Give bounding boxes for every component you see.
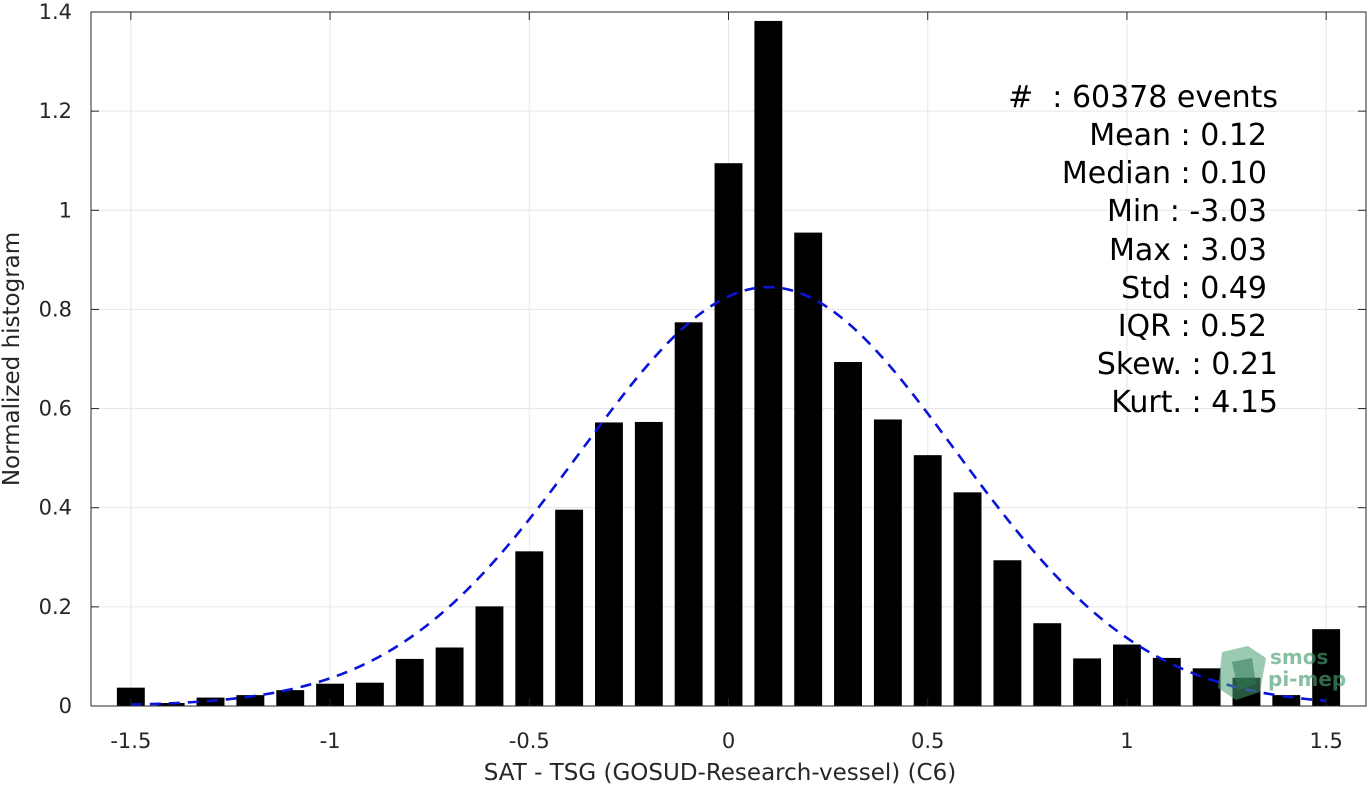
histogram-bar (1073, 658, 1102, 706)
x-axis-title: SAT - TSG (GOSUD-Research-vessel) (C6) (484, 760, 956, 785)
y-axis-ticks: 0 0.2 0.4 0.6 0.8 1 1.2 1.4 (39, 0, 1366, 718)
histogram-bar (1312, 629, 1341, 706)
y-tick-label: 0.6 (39, 397, 72, 421)
histogram-bar (674, 322, 703, 706)
smos-pimep-logo: smos pi-mep (1218, 645, 1346, 700)
x-tick-label: 1 (1120, 729, 1133, 753)
histogram-bar (714, 163, 743, 706)
stats-median: Median : 0.10 (1062, 156, 1267, 191)
stats-iqr: IQR : 0.52 (1118, 309, 1267, 344)
y-tick-label: 0 (59, 694, 72, 718)
histogram-bar (395, 658, 424, 706)
histogram-bar (435, 647, 464, 706)
y-axis-title: Normalized histogram (0, 232, 25, 486)
x-axis-ticks: -1.5 -1 -0.5 0 0.5 1 1.5 (110, 12, 1343, 753)
y-tick-label: 0.2 (39, 595, 72, 619)
histogram-bar (555, 509, 584, 706)
histogram-bar (276, 690, 305, 706)
histogram-bar (1272, 695, 1301, 706)
histogram-bar (953, 492, 982, 706)
histogram-bar (794, 232, 823, 707)
stats-count: # : 60378 events (1008, 80, 1278, 115)
histogram-bar (316, 683, 345, 706)
x-tick-label: -1.5 (110, 729, 151, 753)
x-tick-label: 1.5 (1309, 729, 1342, 753)
stats-skew: Skew. : 0.21 (1097, 347, 1278, 382)
y-tick-label: 0.8 (39, 297, 72, 321)
histogram-bar (515, 551, 544, 706)
histogram-bar (595, 422, 623, 706)
histogram-bar (475, 606, 504, 706)
stats-max: Max : 3.03 (1109, 233, 1267, 268)
logo-mark-shade-icon (1232, 658, 1256, 690)
logo-line-2: pi-mep (1268, 667, 1346, 691)
histogram-bar (634, 421, 663, 706)
histogram-bars (116, 20, 1341, 707)
histogram-bar (834, 361, 862, 706)
histogram-bar (1112, 644, 1141, 706)
histogram-bar (116, 687, 145, 706)
stats-std: Std : 0.49 (1121, 271, 1267, 306)
y-tick-label: 1.2 (39, 99, 72, 123)
y-tick-label: 0.4 (39, 496, 72, 520)
x-tick-label: 0 (722, 729, 735, 753)
x-tick-label: -1 (320, 729, 341, 753)
histogram-bar (913, 455, 942, 706)
histogram-bar (236, 695, 265, 706)
y-tick-label: 1.4 (39, 0, 72, 24)
histogram-bar (873, 419, 902, 706)
stats-kurt: Kurt. : 4.15 (1111, 385, 1278, 420)
stats-min: Min : -3.03 (1107, 194, 1267, 229)
y-tick-label: 1 (59, 198, 72, 222)
x-tick-label: 0.5 (911, 729, 944, 753)
histogram-bar (355, 682, 384, 706)
histogram-bar (754, 20, 783, 707)
stats-mean: Mean : 0.12 (1089, 118, 1267, 153)
normal-fit-curve (130, 285, 1327, 706)
statistics-box: # : 60378 events Mean : 0.12 Median : 0.… (1008, 80, 1278, 420)
x-tick-label: -0.5 (509, 729, 550, 753)
histogram-bar (993, 560, 1022, 706)
histogram-bar (1033, 623, 1062, 706)
logo-line-1: smos (1270, 645, 1328, 669)
